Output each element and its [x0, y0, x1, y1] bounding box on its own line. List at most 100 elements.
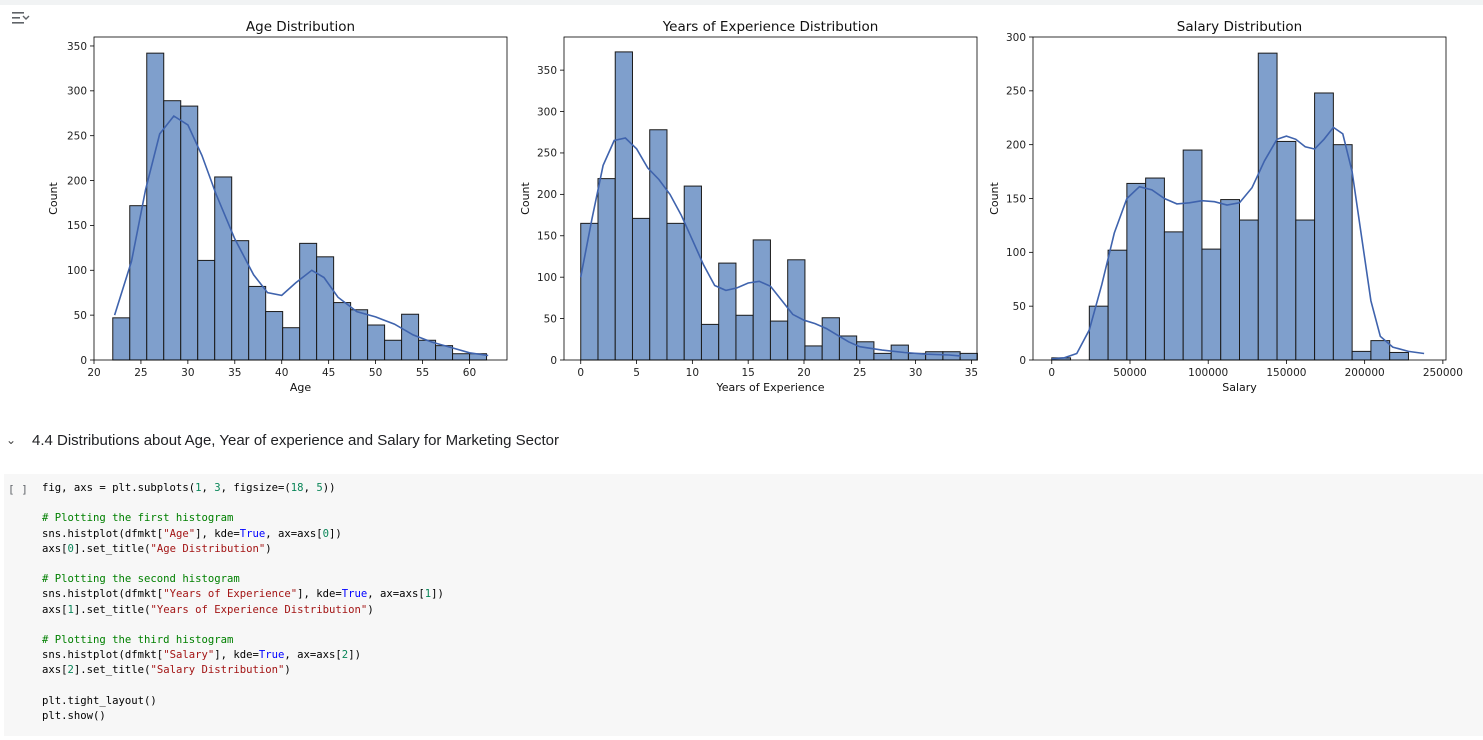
histogram-bar: [1145, 177, 1165, 361]
code-line: sns.histplot(dfmkt["Age"], kde=True, ax=…: [42, 527, 444, 542]
histogram-bar: [231, 240, 250, 361]
x-tick-label: 150000: [1266, 367, 1306, 379]
code-line: [42, 618, 444, 633]
histogram-bar: [804, 345, 823, 361]
y-axis-label: Count: [988, 181, 1001, 214]
histogram-bar: [925, 351, 944, 361]
x-tick-label: 45: [322, 367, 335, 379]
histogram-bar: [401, 313, 420, 361]
code-token: True: [341, 588, 368, 601]
code-token: ]): [348, 649, 361, 662]
chart-2: 0 50000 100000 150000 200000 250000 0 50 100 150 2…: [988, 19, 1463, 394]
x-tick-label: 50000: [1113, 367, 1146, 379]
x-tick-label: 100000: [1188, 367, 1228, 379]
y-tick-label: 100: [67, 265, 87, 277]
code-line: [42, 557, 444, 572]
run-cell-button[interactable]: [ ]: [8, 483, 28, 496]
code-token: sns.histplot(dfmkt[: [42, 649, 164, 662]
y-tick-label: 50: [74, 310, 87, 322]
x-tick-label: 30: [181, 367, 194, 379]
code-token: ], kde=: [195, 527, 240, 540]
code-token: sns.histplot(dfmkt[: [42, 527, 164, 540]
axes-frame: [563, 36, 978, 361]
code-token: 1: [195, 482, 202, 494]
code-line: axs[0].set_title("Age Distribution"): [42, 542, 444, 557]
code-token: 0: [67, 542, 74, 555]
chart-title: Age Distribution: [246, 19, 355, 35]
code-token: ): [367, 603, 374, 616]
code-token: True: [239, 527, 266, 540]
x-tick-label: 20: [87, 367, 100, 379]
code-token: "Age": [163, 527, 196, 540]
code-token: ].set_title(: [73, 664, 151, 677]
code-comment: # Plotting the second histogram: [42, 573, 240, 586]
histogram-bar: [1314, 92, 1334, 361]
histogram-bar: [1295, 219, 1316, 361]
code-token: plt.tight_layout(): [42, 694, 157, 707]
histogram-bar: [1257, 52, 1278, 361]
y-tick-label: 300: [1006, 32, 1026, 44]
code-token: True: [258, 649, 285, 662]
x-tick-label: 55: [416, 367, 429, 379]
code-line: # Plotting the first histogram: [42, 511, 444, 526]
x-tick-label: 40: [275, 367, 288, 379]
histogram-bar: [752, 239, 771, 361]
chart-0: 20 25 30 35 40 45 50 55 60 0 50 100 150 200 250 300 350 A…: [47, 19, 508, 394]
chart-title: Salary Distribution: [1177, 19, 1302, 35]
code-token: , figsize=(: [220, 482, 291, 494]
histogram-bar: [856, 341, 875, 361]
code-token: 3: [214, 482, 221, 494]
code-editor[interactable]: fig, axs = plt.subplots(1, 3, figsize=(1…: [42, 481, 444, 724]
code-token: 18: [290, 482, 304, 494]
histogram-bar: [1239, 219, 1259, 361]
kde-line: [579, 137, 961, 357]
histogram-bar: [580, 222, 599, 361]
y-tick-label: 150: [537, 231, 557, 243]
kde-line: [1051, 126, 1425, 360]
y-tick-label: 50: [1013, 301, 1026, 313]
y-tick-label: 100: [1006, 247, 1026, 259]
x-tick-label: 35: [228, 367, 241, 379]
section-header[interactable]: ⌄ 4.4 Distributions about Age, Year of e…: [0, 428, 900, 452]
code-comment: # Plotting the first histogram: [42, 512, 234, 525]
histogram-bar: [265, 311, 284, 361]
x-tick-label: 50: [369, 367, 382, 379]
section-title: 4.4 Distributions about Age, Year of exp…: [32, 431, 559, 449]
histogram-bar: [350, 309, 369, 361]
code-token: ): [284, 664, 291, 677]
histogram-bar: [333, 302, 352, 361]
y-tick-label: 250: [537, 148, 557, 160]
code-line: # Plotting the third histogram: [42, 633, 444, 648]
code-line: plt.show(): [42, 709, 444, 724]
code-token: 5: [316, 482, 323, 494]
x-tick-label: 250000: [1423, 367, 1463, 379]
x-axis-label: Years of Experience: [716, 381, 825, 394]
code-token: ], kde=: [214, 649, 259, 662]
histogram-bar: [1220, 199, 1241, 361]
code-token: axs[: [42, 664, 68, 677]
chevron-down-icon[interactable]: ⌄: [6, 433, 17, 447]
code-token: axs[: [42, 603, 68, 616]
histogram-bar: [180, 105, 199, 361]
code-token: ,: [303, 482, 317, 494]
code-cell[interactable]: [4, 474, 1483, 736]
histogram-bar: [452, 353, 471, 361]
y-tick-label: 150: [67, 220, 87, 232]
histogram-bar: [112, 317, 131, 361]
code-token: "Years of Experience": [163, 588, 298, 601]
code-token: 2: [67, 664, 74, 677]
histogram-bar: [1163, 231, 1184, 361]
code-token: "Age Distribution": [150, 542, 266, 555]
y-tick-label: 200: [1006, 139, 1026, 151]
code-token: )): [322, 482, 336, 494]
code-token: , ax=axs[: [265, 527, 323, 540]
output-toggle-icon[interactable]: [10, 10, 32, 26]
x-tick-label: 25: [853, 367, 866, 379]
x-tick-label: 200000: [1345, 367, 1385, 379]
histogram-bar: [821, 317, 840, 361]
histogram-bar: [282, 327, 301, 361]
code-line: plt.tight_layout(): [42, 694, 444, 709]
y-tick-label: 150: [1006, 193, 1026, 205]
histogram-bar: [838, 335, 858, 361]
code-token: ): [265, 542, 272, 555]
